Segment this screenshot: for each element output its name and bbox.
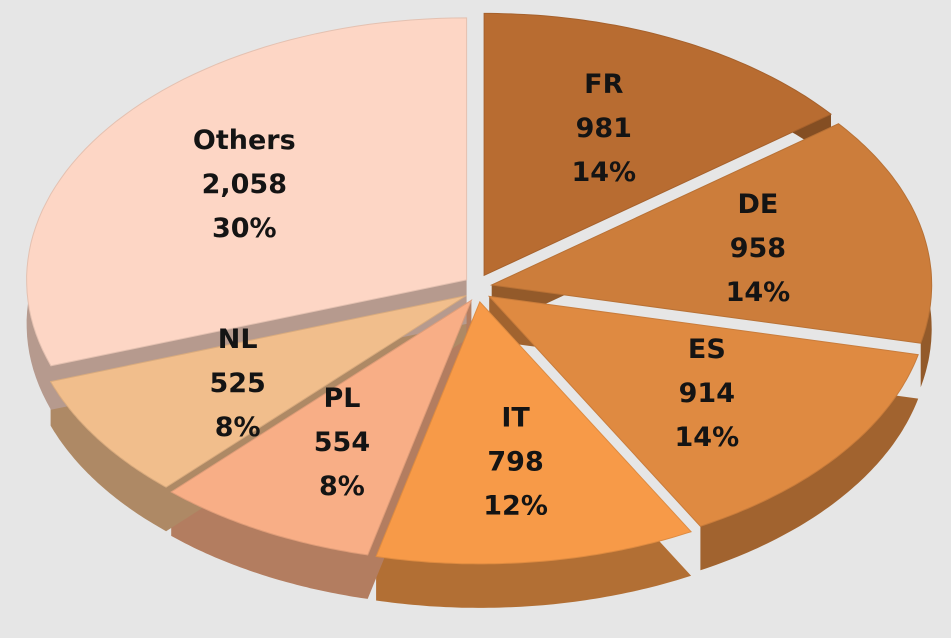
category-label: FR xyxy=(584,69,623,100)
category-label: Others xyxy=(193,125,296,156)
value-label: 914 xyxy=(679,378,735,409)
category-label: PL xyxy=(323,383,360,414)
value-label: 798 xyxy=(487,446,543,477)
slice xyxy=(483,12,832,277)
category-label: DE xyxy=(737,189,778,220)
slice xyxy=(487,295,919,527)
labels: FR98114%DE95814%ES91414%IT79812%PL5548%N… xyxy=(193,69,790,521)
value-label: 981 xyxy=(576,113,632,144)
percent-label: 14% xyxy=(726,277,791,308)
value-label: 2,058 xyxy=(202,169,287,200)
percent-label: 8% xyxy=(215,412,261,443)
slice-tops xyxy=(26,12,933,565)
category-label: ES xyxy=(688,334,726,365)
category-label: IT xyxy=(501,402,530,433)
percent-label: 8% xyxy=(319,471,365,502)
slice xyxy=(49,295,467,488)
slice xyxy=(375,300,693,565)
percent-label: 12% xyxy=(483,490,548,521)
percent-label: 14% xyxy=(675,422,740,453)
slice xyxy=(489,123,933,344)
value-label: 554 xyxy=(314,427,370,458)
percent-label: 30% xyxy=(212,213,277,244)
category-label: NL xyxy=(218,324,258,355)
slice xyxy=(26,17,468,367)
slice xyxy=(170,299,473,556)
value-label: 958 xyxy=(730,233,786,264)
value-label: 525 xyxy=(209,368,265,399)
percent-label: 14% xyxy=(571,157,636,188)
